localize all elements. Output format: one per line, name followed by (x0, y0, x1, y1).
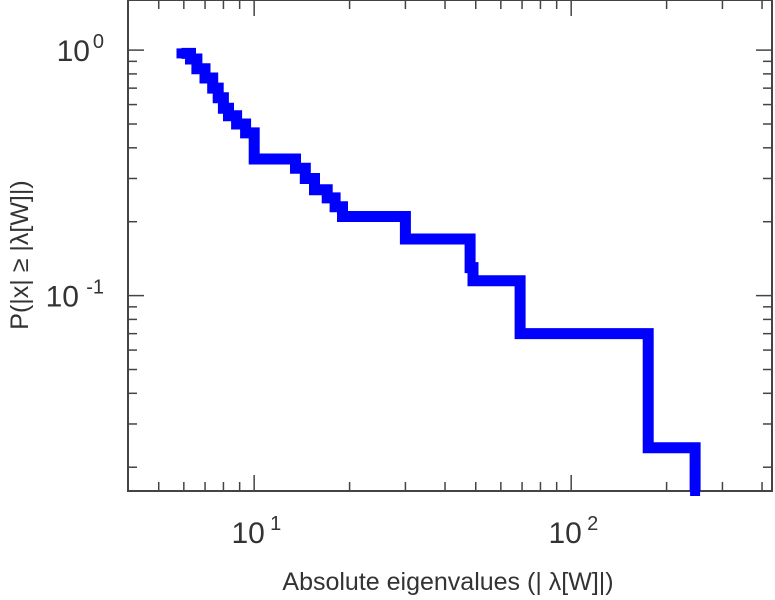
data-series (176, 47, 701, 496)
y-tick-exponent: -1 (86, 277, 104, 299)
x-tick-label: 10 (548, 517, 581, 550)
y-axis-label: P(|x| ≥ |λ[W]|) (6, 180, 34, 329)
y-tick-label: 10 (46, 281, 79, 314)
data-point (176, 48, 187, 59)
data-point (515, 328, 526, 339)
data-point (535, 328, 546, 339)
data-point (468, 275, 478, 286)
data-point (309, 184, 320, 195)
data-point (690, 486, 701, 496)
data-point (404, 234, 415, 244)
data-point (231, 119, 242, 129)
data-point (690, 442, 701, 453)
x-tick-label: 10 (231, 517, 264, 550)
series-line (181, 47, 701, 491)
data-point (274, 154, 285, 164)
data-point (661, 442, 672, 453)
data-point (213, 92, 224, 103)
data-point (207, 83, 218, 94)
data-point (495, 275, 506, 286)
data-point (643, 442, 654, 453)
data-point (249, 154, 260, 164)
axis-ticks (127, 0, 772, 491)
plot-frame (127, 0, 773, 492)
x-axis-label: Absolute eigenvalues (| λ[W]|) (282, 568, 613, 596)
data-point (223, 110, 234, 121)
data-point (240, 127, 251, 138)
data-point (185, 54, 196, 64)
data-point (191, 63, 202, 74)
data-point (566, 328, 577, 339)
data-point (453, 234, 464, 244)
data-point (369, 211, 380, 222)
y-tick-exponent: 0 (93, 31, 104, 53)
data-point (330, 201, 341, 212)
data-point (344, 211, 355, 222)
data-point (200, 73, 210, 83)
data-point (337, 211, 348, 222)
data-point (440, 234, 450, 244)
data-point (465, 262, 476, 273)
data-point (290, 163, 301, 174)
data-point (513, 275, 524, 286)
data-point (322, 192, 333, 203)
data-point (300, 173, 311, 184)
data-point (622, 328, 632, 339)
data-point (639, 328, 650, 339)
x-tick-exponent: 2 (587, 513, 598, 535)
data-point (421, 234, 432, 244)
y-tick-label: 10 (57, 35, 90, 68)
x-tick-exponent: 1 (270, 513, 281, 535)
data-point (218, 103, 229, 114)
